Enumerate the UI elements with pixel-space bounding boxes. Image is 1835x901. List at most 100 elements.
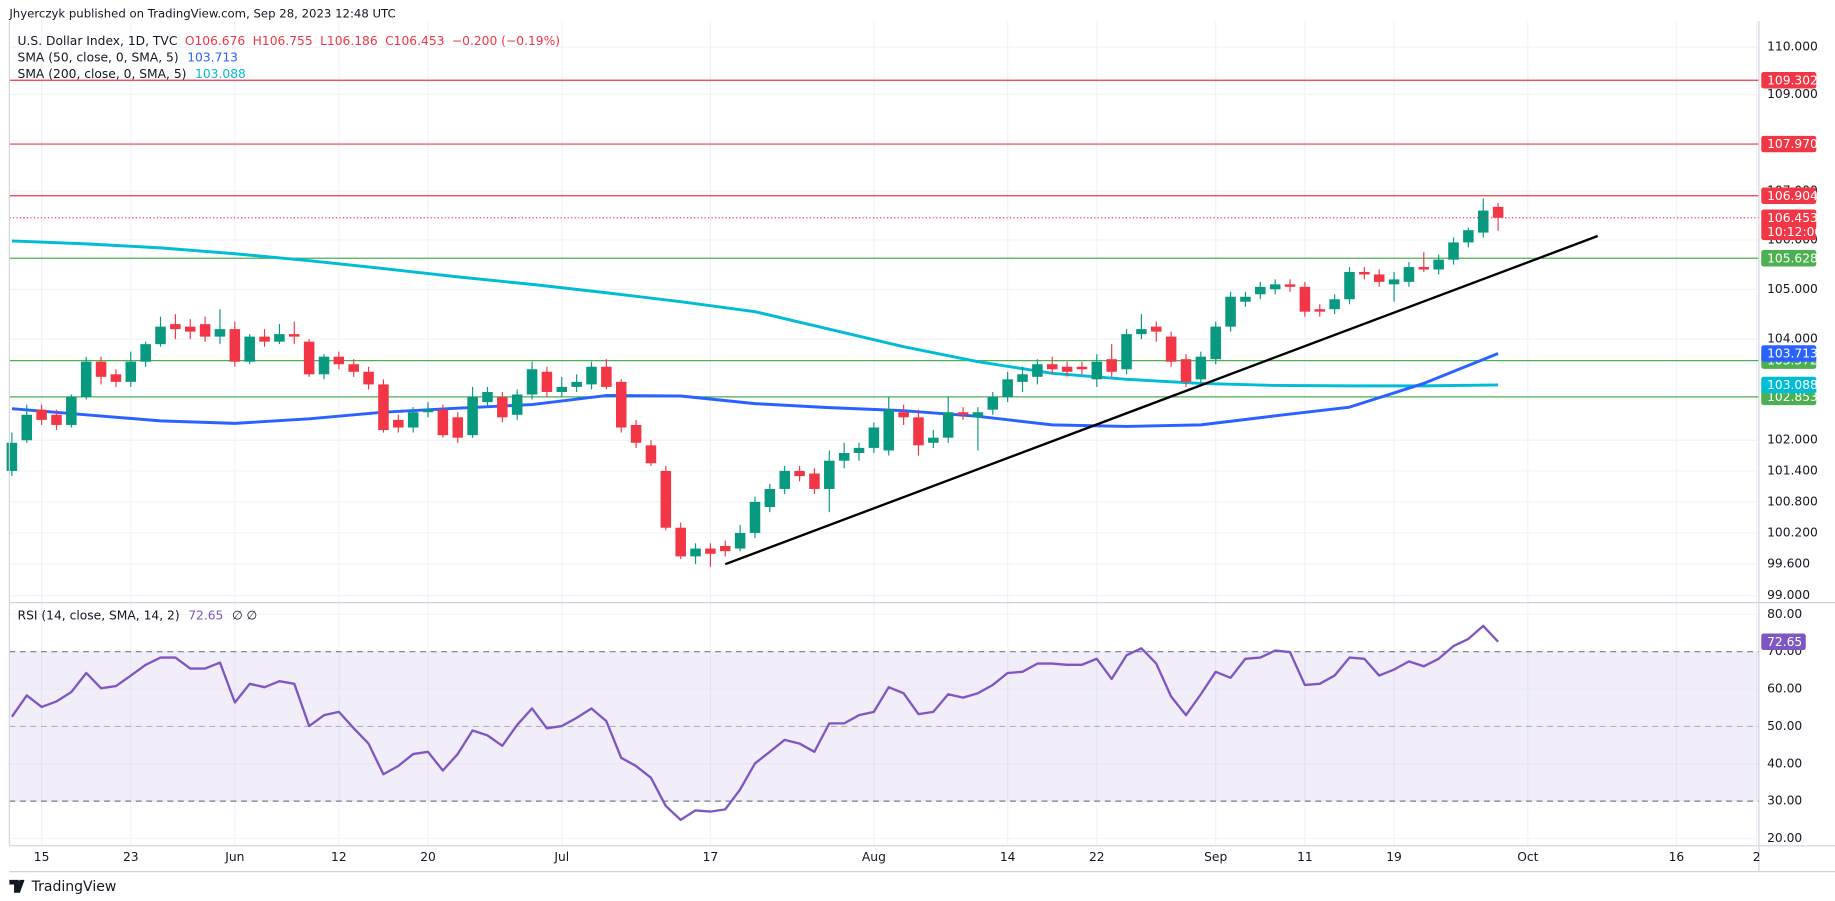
legend-value: 103.713 xyxy=(187,50,238,64)
candle-body xyxy=(125,361,137,382)
moving-average-line xyxy=(11,239,1499,388)
candle-body xyxy=(140,344,151,362)
candle-body xyxy=(1076,366,1088,370)
legend-low: L106.186 xyxy=(320,34,378,48)
candle-body xyxy=(601,366,612,387)
candle-body xyxy=(378,384,389,431)
candle-body xyxy=(1388,279,1400,285)
x-tick-label: 15 xyxy=(34,850,50,864)
legend-high: H106.755 xyxy=(253,34,313,48)
candle-body xyxy=(660,470,672,528)
candle-body xyxy=(1151,326,1162,332)
x-tick-label: 19 xyxy=(1386,850,1402,864)
rsi-line xyxy=(10,624,1499,822)
candle-body xyxy=(348,364,359,372)
candle-body xyxy=(987,397,999,410)
candle-body xyxy=(1344,271,1355,300)
level-label-box xyxy=(1761,250,1817,267)
y-tick-label: 100.200 xyxy=(1767,525,1818,539)
candle-body xyxy=(497,397,508,418)
x-tick-label: Aug xyxy=(862,850,886,864)
candle-body xyxy=(229,329,241,362)
candle-body xyxy=(303,341,315,375)
candle-body xyxy=(1463,230,1474,243)
level-label-text: 109.302 xyxy=(1767,73,1818,87)
rsi-tick-label: 60.00 xyxy=(1767,682,1802,696)
candle-body xyxy=(1373,274,1385,282)
ma-label-text: 103.088 xyxy=(1767,378,1818,392)
candle-body xyxy=(452,417,464,438)
x-tick-label: 14 xyxy=(1000,850,1016,864)
legend-value: 72.65 xyxy=(188,608,223,622)
candle-body xyxy=(1225,296,1236,327)
candle-body xyxy=(1136,329,1147,335)
candle-body xyxy=(1477,210,1489,233)
y-tick-label: 105.000 xyxy=(1767,282,1818,296)
candle-body xyxy=(898,412,909,418)
candle-body xyxy=(318,356,330,375)
candle-body xyxy=(630,424,642,443)
x-tick-label: Jun xyxy=(224,850,244,864)
candle-body xyxy=(1284,284,1296,287)
x-tick-label: Jul xyxy=(553,850,569,864)
rsi-label-box xyxy=(1761,633,1806,651)
symbol-legend: U.S. Dollar Index, 1D, TVC O106.676 H106… xyxy=(18,34,560,48)
candle-body xyxy=(95,361,107,377)
candle-body xyxy=(868,427,880,448)
legend-close: C106.453 xyxy=(385,34,444,48)
x-tick-label: 2 xyxy=(1753,850,1761,864)
candle-body xyxy=(289,334,300,337)
candle-body xyxy=(705,548,716,554)
candle-body xyxy=(482,391,493,403)
x-tick-label: 16 xyxy=(1669,850,1685,864)
candle-body xyxy=(1359,271,1370,275)
candle-body xyxy=(1240,296,1251,302)
y-tick-label: 102.000 xyxy=(1767,433,1818,447)
candle-body xyxy=(155,326,166,345)
candle-body xyxy=(407,412,419,428)
candle-body xyxy=(66,397,77,425)
rsi-tick-label: 40.00 xyxy=(1767,756,1802,770)
legend-change: −0.200 (−0.19%) xyxy=(452,34,560,48)
candle-body xyxy=(675,527,686,557)
ma-label-box xyxy=(1761,376,1817,394)
last-price-text: 106.453 xyxy=(1767,211,1818,225)
ma-label-box xyxy=(1761,345,1817,362)
candle-body xyxy=(199,324,211,337)
level-label-text: 102.853 xyxy=(1767,390,1818,404)
candle-body xyxy=(556,386,568,392)
candle-body xyxy=(853,447,865,454)
candle-body xyxy=(511,394,523,415)
candle-body xyxy=(170,324,181,330)
axes: 15 23 Jun 12 20 Jul 17 Aug 14 22 Sep 11 19 Oct 16 2 110.… xyxy=(34,40,1822,864)
candle-body xyxy=(645,445,657,464)
candle-body xyxy=(824,460,835,489)
rsi-tick-label: 30.00 xyxy=(1767,794,1802,808)
candle-body xyxy=(957,412,969,415)
candle-body xyxy=(467,397,478,436)
candle-body xyxy=(1448,242,1459,260)
candle-body xyxy=(244,336,255,362)
candle-body xyxy=(80,361,92,398)
candle-body xyxy=(1165,336,1177,362)
legend-value: 103.088 xyxy=(195,66,246,80)
candle-body xyxy=(51,414,62,425)
logo-dot xyxy=(18,880,23,885)
candle-body xyxy=(110,374,122,382)
candle-body xyxy=(1299,286,1311,312)
rsi-legend: RSI (14, close, SMA, 14, 2) 72.65 ∅ ∅ xyxy=(18,608,258,622)
candle-body xyxy=(809,473,820,489)
candle-body xyxy=(749,501,761,533)
candle-body xyxy=(1091,361,1103,380)
candle-body xyxy=(586,366,597,385)
level-label-text: 106.904 xyxy=(1767,189,1818,203)
candle-body xyxy=(1329,299,1340,310)
candle-body xyxy=(1418,267,1430,270)
candle-body xyxy=(1046,364,1058,370)
x-tick-label: 12 xyxy=(331,850,347,864)
candle-body xyxy=(1061,366,1073,372)
plot xyxy=(6,79,1759,822)
legend-open: O106.676 xyxy=(185,34,246,48)
